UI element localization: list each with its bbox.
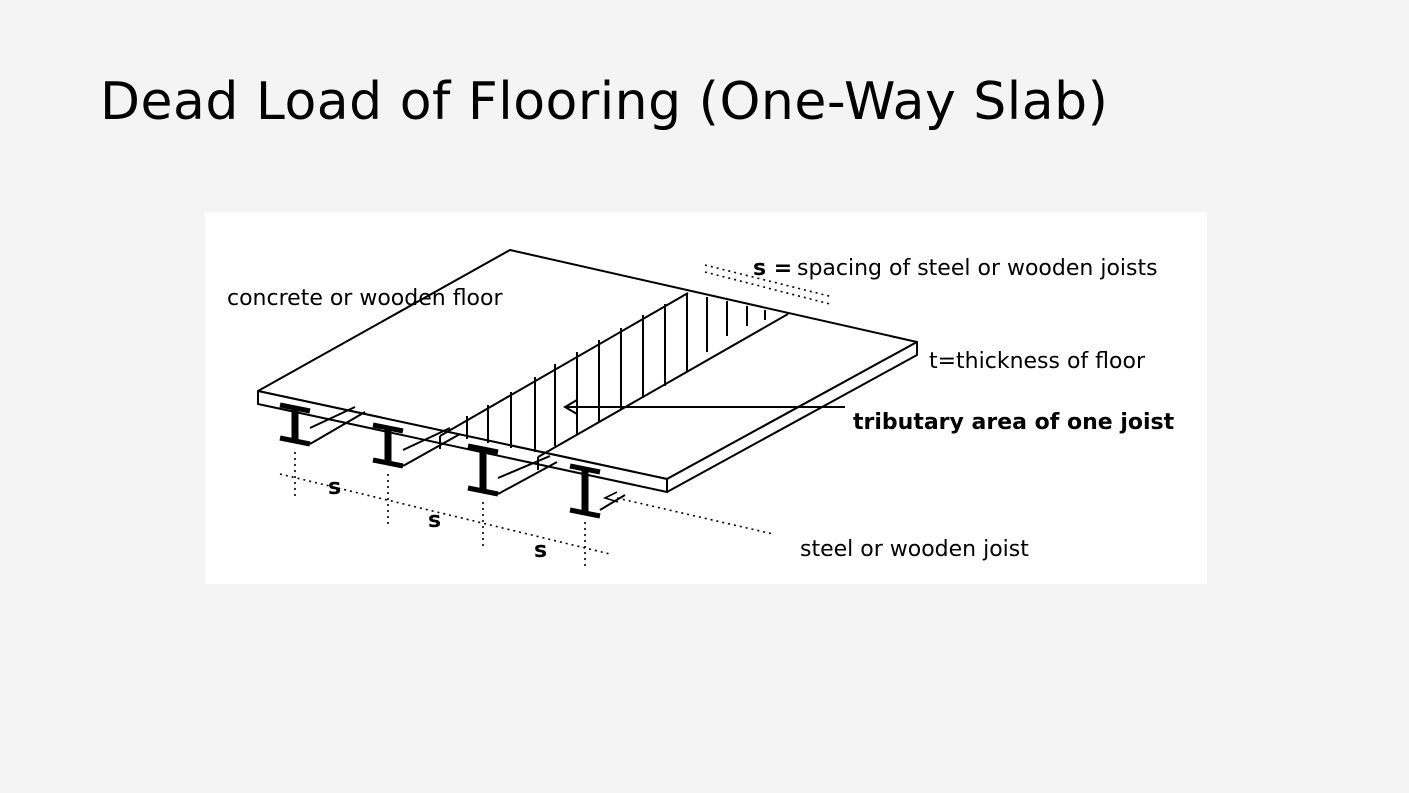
slab-top-face — [258, 250, 917, 479]
spacing-symbol-label: s = — [753, 256, 792, 281]
floor-label: concrete or wooden floor — [227, 286, 503, 311]
thickness-label: t=thickness of floor — [929, 349, 1145, 374]
spacing-s-label-2: s — [428, 508, 441, 533]
tributary-area-label: tributary area of one joist — [853, 410, 1174, 435]
spacing-s-label-1: s — [328, 475, 341, 500]
floor-diagram: concrete or wooden floor s = spacing of … — [205, 212, 1207, 584]
spacing-definition-label: spacing of steel or wooden joists — [797, 256, 1158, 281]
slide-title: Dead Load of Flooring (One-Way Slab) — [100, 72, 1108, 132]
spacing-s-label-3: s — [534, 538, 547, 563]
joist-label: steel or wooden joist — [800, 537, 1029, 562]
